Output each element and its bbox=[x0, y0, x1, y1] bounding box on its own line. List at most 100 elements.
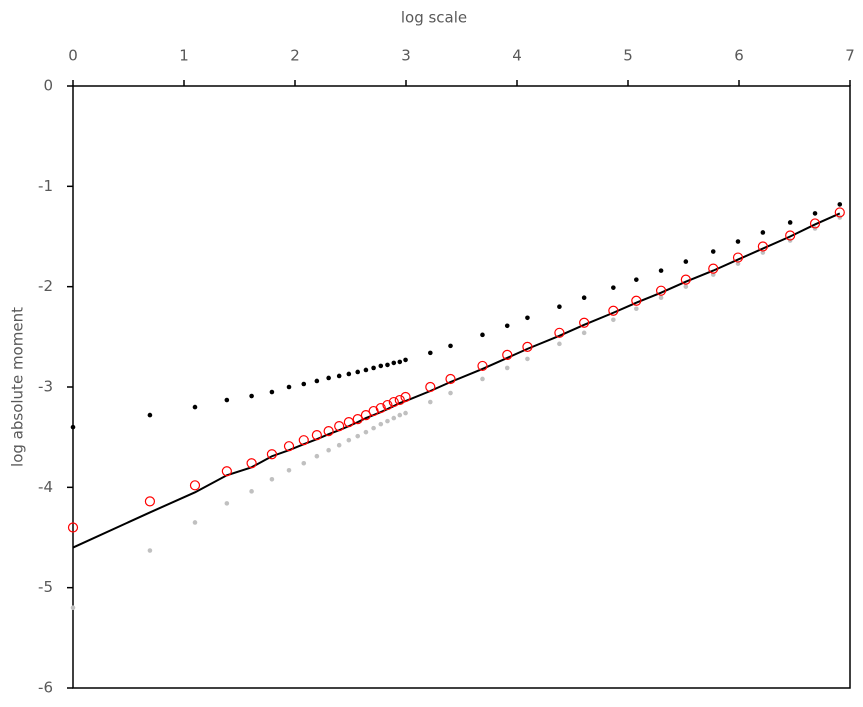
data-point bbox=[355, 369, 361, 375]
y-axis-label: log absolute moment bbox=[9, 307, 27, 467]
data-point bbox=[757, 241, 768, 252]
x-tick-label: 2 bbox=[290, 47, 300, 65]
data-point bbox=[397, 412, 403, 418]
data-point bbox=[375, 402, 386, 414]
data-point bbox=[658, 295, 664, 301]
data-point bbox=[363, 367, 369, 373]
data-point bbox=[346, 371, 352, 377]
data-point bbox=[397, 359, 403, 365]
data-point bbox=[378, 421, 384, 427]
data-point bbox=[298, 435, 309, 446]
x-axis-label: log scale bbox=[401, 9, 467, 27]
x-tick-label: 0 bbox=[68, 47, 78, 65]
data-point bbox=[710, 249, 716, 254]
data-point bbox=[655, 285, 667, 296]
data-point bbox=[249, 489, 254, 494]
data-point bbox=[557, 341, 562, 347]
data-point bbox=[323, 426, 334, 437]
data-point bbox=[311, 430, 322, 441]
x-tick-label: 7 bbox=[845, 47, 855, 65]
fit-line bbox=[72, 212, 841, 549]
data-point bbox=[249, 393, 254, 399]
data-point bbox=[343, 417, 354, 428]
data-point bbox=[382, 399, 393, 411]
data-point bbox=[221, 466, 232, 477]
data-point bbox=[70, 605, 76, 611]
data-point bbox=[403, 357, 408, 363]
data-point bbox=[368, 405, 379, 417]
y-tick-label: -2 bbox=[38, 277, 53, 295]
data-point bbox=[809, 218, 821, 229]
data-point bbox=[246, 458, 257, 469]
x-tick-label: 5 bbox=[623, 47, 633, 65]
data-point bbox=[336, 442, 342, 448]
data-point bbox=[371, 365, 376, 371]
data-point bbox=[189, 480, 201, 491]
data-point bbox=[448, 390, 453, 396]
data-point bbox=[403, 410, 408, 416]
y-tick-label: -1 bbox=[38, 177, 53, 195]
data-point bbox=[67, 522, 79, 533]
data-point bbox=[144, 496, 156, 507]
data-point bbox=[388, 396, 399, 408]
data-point bbox=[378, 363, 384, 369]
data-point bbox=[385, 362, 390, 368]
data-point bbox=[785, 230, 796, 241]
data-point bbox=[522, 341, 533, 352]
data-point bbox=[283, 441, 295, 452]
data-point bbox=[391, 360, 397, 366]
data-point bbox=[334, 421, 345, 432]
data-point bbox=[269, 477, 275, 482]
data-point bbox=[812, 211, 818, 216]
data-point bbox=[224, 397, 230, 403]
data-point bbox=[355, 433, 361, 439]
x-tick-label: 6 bbox=[734, 47, 744, 65]
data-point bbox=[363, 429, 369, 435]
data-point bbox=[683, 259, 689, 264]
data-point bbox=[314, 378, 320, 384]
data-point bbox=[147, 548, 153, 553]
data-point bbox=[581, 330, 587, 336]
data-point bbox=[385, 418, 390, 424]
data-point bbox=[708, 263, 719, 274]
data-point bbox=[735, 239, 741, 244]
data-point bbox=[301, 460, 307, 466]
data-point bbox=[400, 391, 411, 403]
data-point bbox=[266, 449, 278, 460]
data-point bbox=[834, 207, 845, 218]
data-point bbox=[732, 252, 744, 263]
data-point bbox=[428, 399, 433, 405]
data-point bbox=[269, 389, 275, 395]
data-point bbox=[502, 349, 513, 360]
x-tick-label: 3 bbox=[401, 47, 411, 65]
data-point bbox=[658, 268, 664, 273]
x-tick-label: 1 bbox=[179, 47, 189, 65]
data-point bbox=[680, 274, 691, 285]
data-point bbox=[314, 453, 320, 459]
data-point bbox=[301, 381, 307, 387]
data-point bbox=[631, 295, 642, 306]
y-tick-label: 0 bbox=[43, 77, 53, 95]
data-point bbox=[326, 447, 331, 453]
data-point bbox=[286, 384, 292, 390]
data-point bbox=[147, 412, 153, 418]
data-point bbox=[837, 202, 843, 207]
data-point bbox=[326, 375, 331, 381]
data-point bbox=[394, 394, 405, 406]
data-point bbox=[760, 230, 766, 235]
plot-frame bbox=[72, 85, 851, 689]
y-tick-label: -6 bbox=[38, 679, 53, 697]
data-point bbox=[445, 373, 456, 385]
data-point bbox=[634, 306, 639, 312]
data-point bbox=[634, 277, 639, 282]
data-point bbox=[448, 343, 453, 349]
y-tick-label: -5 bbox=[38, 578, 53, 596]
data-point bbox=[286, 467, 292, 473]
data-point bbox=[611, 317, 616, 323]
data-point bbox=[480, 332, 485, 338]
data-point bbox=[336, 373, 342, 379]
data-point bbox=[581, 295, 587, 301]
data-point bbox=[787, 220, 793, 225]
